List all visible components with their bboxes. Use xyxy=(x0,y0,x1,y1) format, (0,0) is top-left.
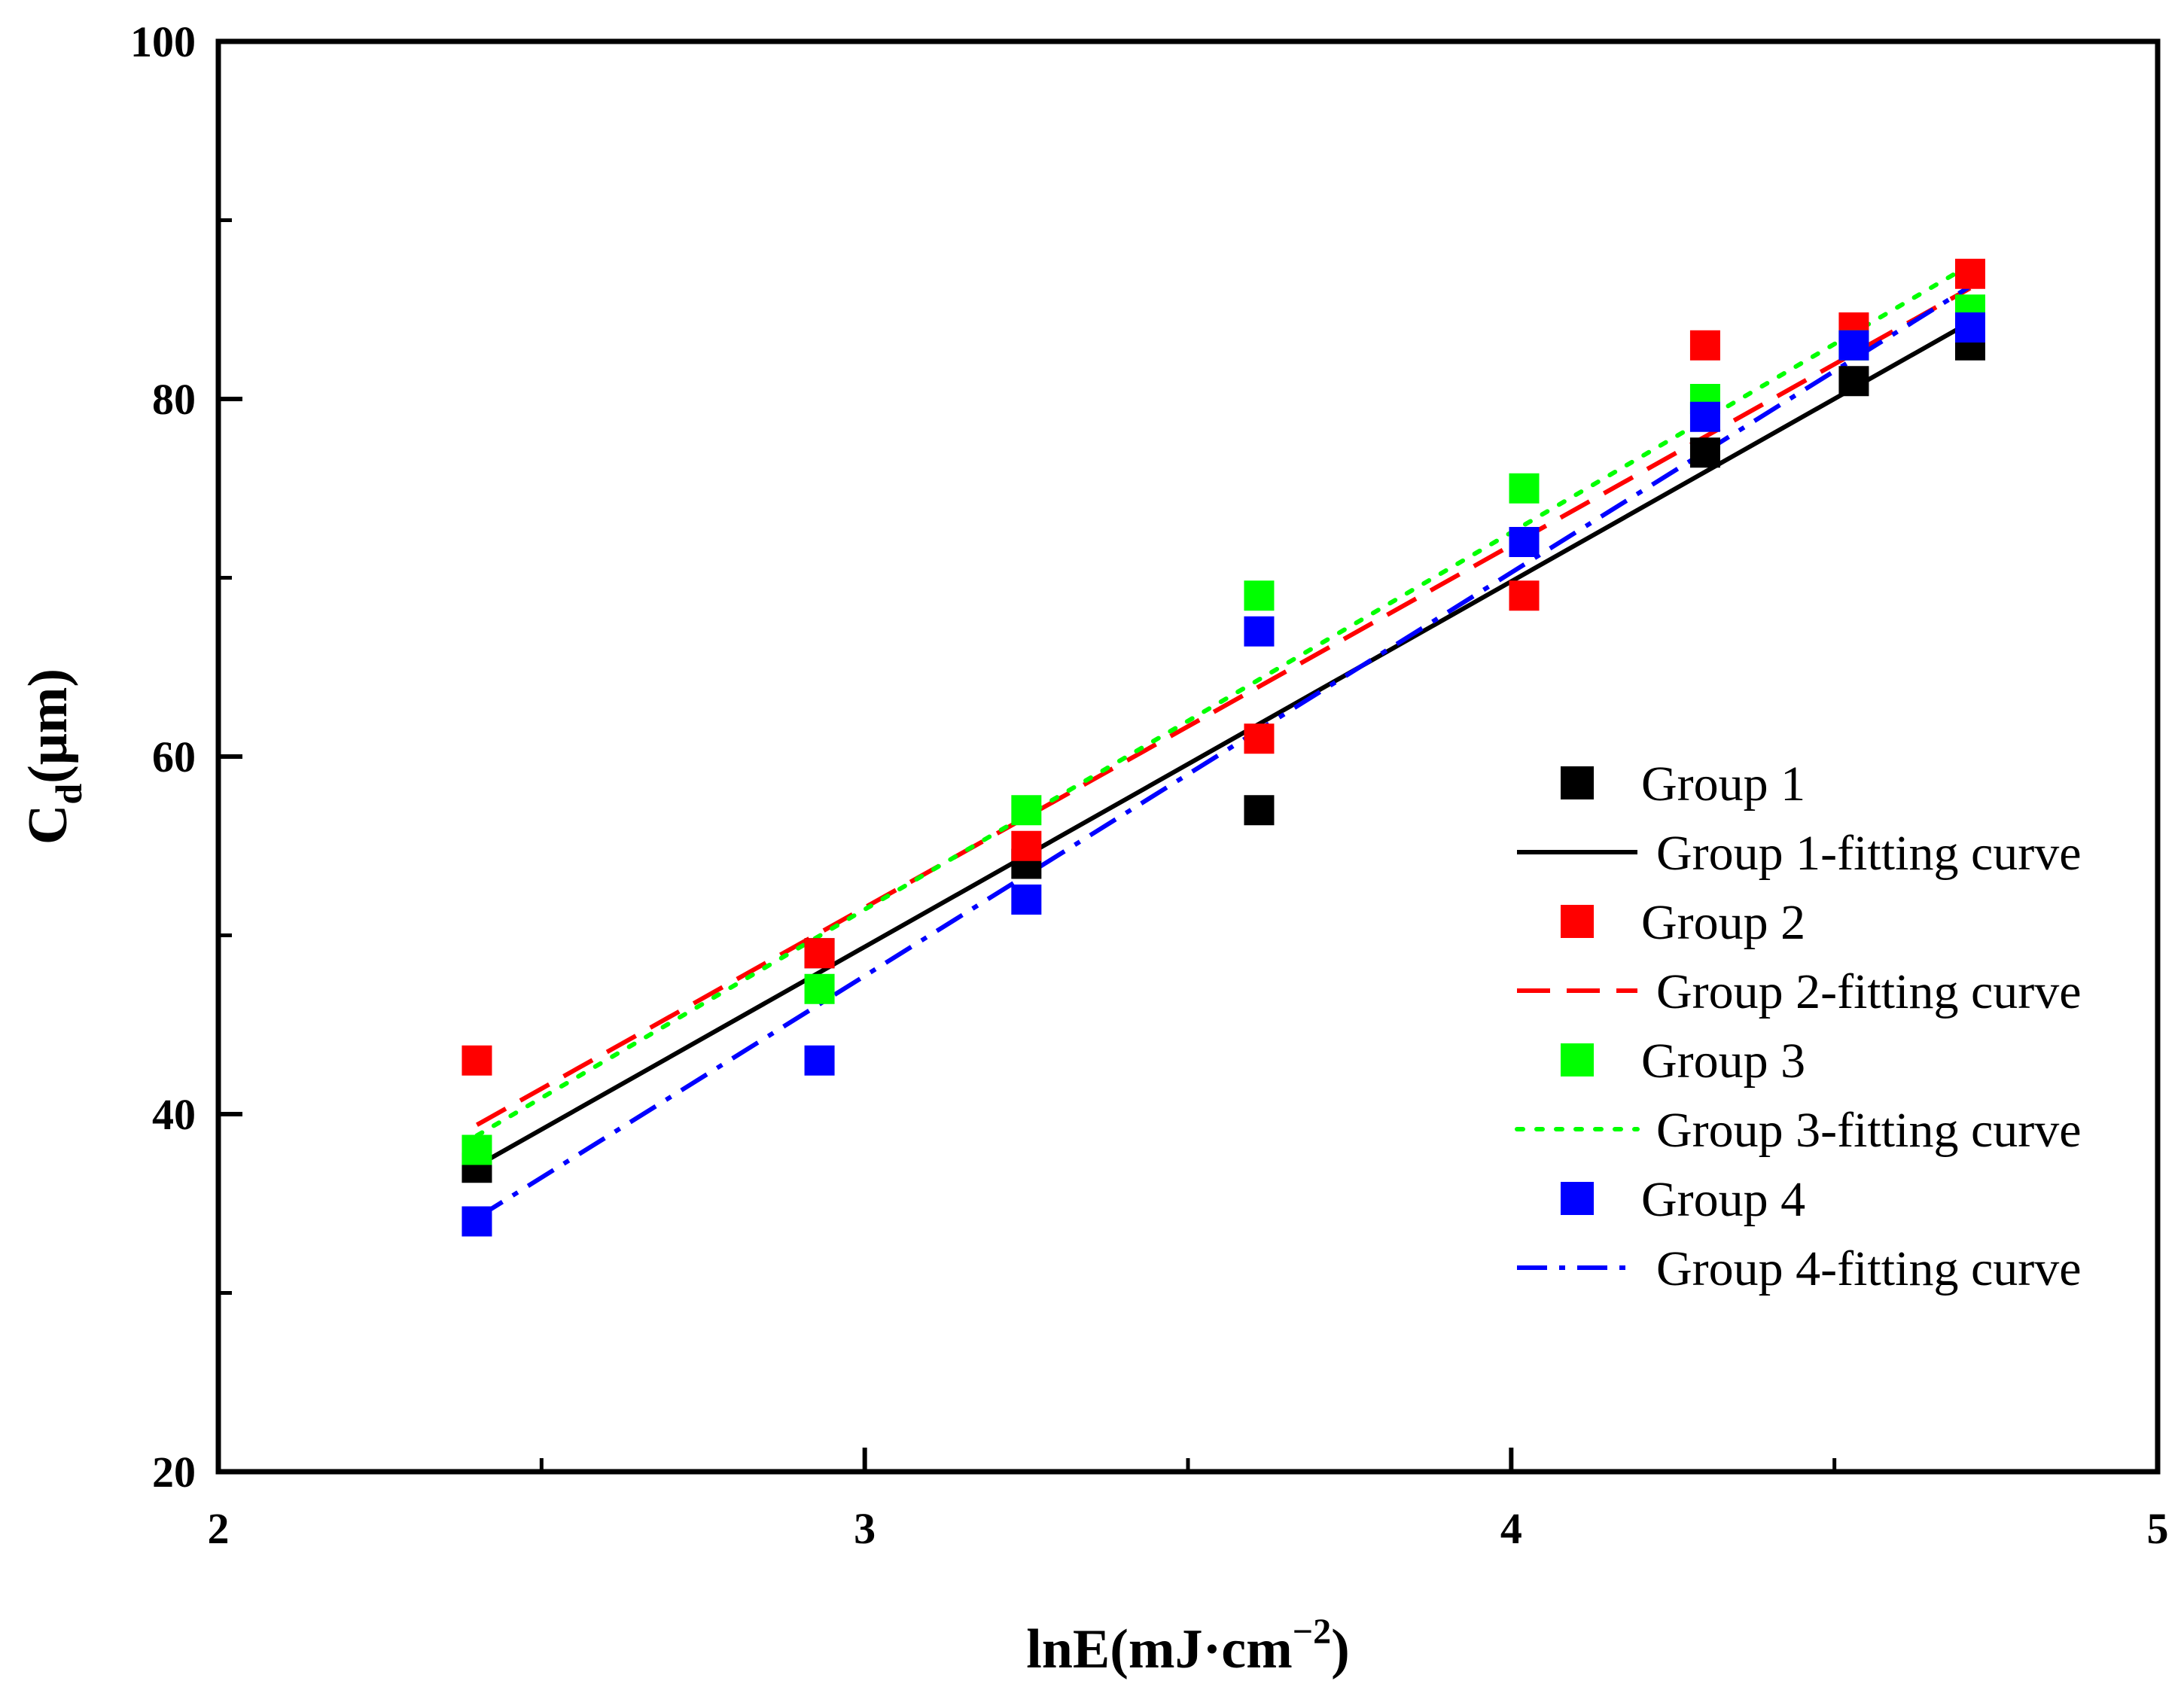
point-group-1 xyxy=(1244,795,1275,826)
point-group-4 xyxy=(1689,401,1720,432)
x-tick-label: 3 xyxy=(854,1504,876,1553)
legend-label-group-2: Group 2 xyxy=(1641,895,1805,950)
point-group-3 xyxy=(1509,473,1540,504)
legend-label-group-3: Group 3 xyxy=(1641,1034,1805,1089)
fit-line-group-1 xyxy=(475,320,1972,1168)
legend-marker-group-3 xyxy=(1561,1043,1594,1076)
y-axis-label-unit: (μm) xyxy=(17,668,79,784)
point-group-2 xyxy=(1509,580,1540,611)
point-group-3 xyxy=(1244,580,1275,611)
legend-marker-group-2 xyxy=(1561,905,1594,938)
legend-label-group-1: Group 1 xyxy=(1641,757,1805,812)
point-group-2 xyxy=(1689,330,1720,361)
point-group-2 xyxy=(1954,258,1985,289)
y-tick-label: 60 xyxy=(152,732,196,781)
legend-fit-label-group-1: Group 1-fitting curve xyxy=(1656,826,2082,881)
y-tick-label: 20 xyxy=(152,1448,196,1497)
x-tick-label: 5 xyxy=(2147,1504,2169,1553)
point-group-4 xyxy=(1011,885,1042,915)
point-group-3 xyxy=(1011,795,1042,826)
legend-fit-label-group-3: Group 3-fitting curve xyxy=(1656,1103,2082,1158)
point-group-4 xyxy=(1509,527,1540,557)
point-group-4 xyxy=(804,1045,835,1076)
point-group-4 xyxy=(1954,312,1985,343)
legend-label-group-4: Group 4 xyxy=(1641,1172,1805,1227)
point-group-1 xyxy=(1689,437,1720,468)
point-group-4 xyxy=(1244,616,1275,647)
x-axis-label: lnE(mJ·cm xyxy=(1026,1618,1293,1680)
y-axis-title: Cd(μm) xyxy=(17,668,90,845)
legend-marker-group-4 xyxy=(1561,1182,1594,1215)
x-axis-label-close: ) xyxy=(1331,1618,1350,1680)
fit-line-group-2 xyxy=(476,286,1972,1127)
fit-line-group-3 xyxy=(474,262,1972,1138)
point-group-4 xyxy=(1838,330,1869,361)
x-tick-label: 2 xyxy=(208,1504,230,1553)
y-tick-label: 40 xyxy=(152,1090,196,1139)
fit-line-group-4 xyxy=(475,284,1972,1220)
y-tick-label: 80 xyxy=(152,375,196,424)
legend: Group 1 Group 1-fitting curve Group 2 Group… xyxy=(1515,757,2082,1296)
point-group-2 xyxy=(804,938,835,969)
legend-fit-label-group-4: Group 4-fitting curve xyxy=(1656,1241,2082,1296)
legend-fit-label-group-2: Group 2-fitting curve xyxy=(1656,964,2082,1019)
x-tick-label: 4 xyxy=(1500,1504,1522,1553)
point-group-2 xyxy=(1011,830,1042,861)
point-group-2 xyxy=(461,1045,492,1076)
point-group-2 xyxy=(1244,723,1275,754)
y-tick-label: 100 xyxy=(130,17,196,66)
point-group-4 xyxy=(461,1206,492,1237)
x-axis-label-sup: −2 xyxy=(1293,1612,1331,1652)
y-axis-label: C xyxy=(17,805,79,845)
x-axis-title: lnE(mJ·cm−2) xyxy=(1026,1612,1350,1680)
point-group-1 xyxy=(1838,366,1869,397)
legend-marker-group-1 xyxy=(1561,766,1594,799)
fit-lines xyxy=(474,262,1972,1220)
data-points xyxy=(461,258,1985,1237)
point-group-3 xyxy=(804,973,835,1004)
point-group-3 xyxy=(461,1134,492,1165)
y-axis-label-sub: d xyxy=(47,784,90,805)
axis-ticks: 2 3 4 5 20 40 60 80 100 xyxy=(130,17,2169,1553)
